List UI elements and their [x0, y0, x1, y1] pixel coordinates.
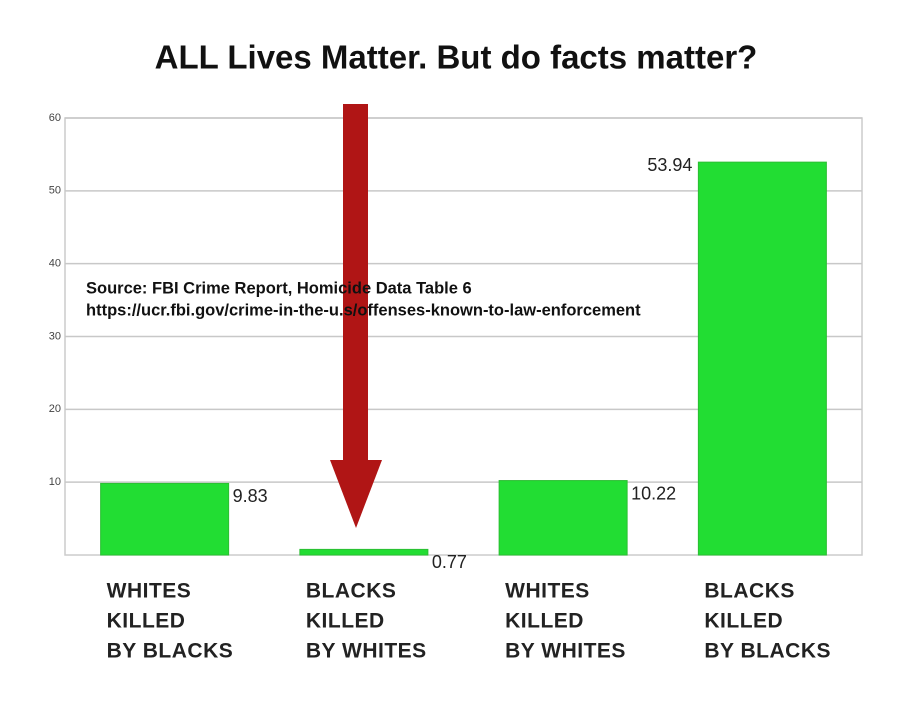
x-tick-label: BLACKS — [704, 580, 795, 603]
y-tick-label: 60 — [49, 112, 61, 124]
x-tick-label: KILLED — [107, 610, 186, 633]
plot-area: 10 20 30 40 50 60 WHITES KILLED BY BLACKS 9.83 BLA… — [49, 112, 863, 663]
y-tick-label: 20 — [49, 403, 61, 415]
annotation: https://ucr.fbi.gov/crime-in-the-u.s/off… — [86, 301, 641, 319]
arrow-shaft — [343, 104, 368, 464]
x-tick-label: BY BLACKS — [704, 640, 831, 663]
value-label: 9.83 — [233, 486, 268, 506]
bar — [697, 161, 827, 556]
value-label: 10.22 — [631, 483, 676, 503]
y-tick-label: 10 — [49, 476, 61, 488]
annotation: Source: FBI Crime Report, Homicide Data … — [86, 279, 472, 297]
chart-title: ALL Lives Matter. But do facts matter? — [155, 39, 758, 76]
x-tick-label: KILLED — [704, 610, 783, 633]
bar — [299, 548, 429, 556]
arrow-head — [330, 460, 382, 528]
bar — [100, 482, 230, 556]
y-tick-label: 50 — [49, 185, 61, 197]
value-label: 0.77 — [432, 552, 467, 572]
x-tick-label: WHITES — [505, 580, 590, 603]
y-tick-label: 30 — [49, 330, 61, 342]
x-tick-label: BY BLACKS — [107, 640, 234, 663]
x-tick-label: BY WHITES — [306, 640, 427, 663]
bar — [498, 480, 628, 556]
x-tick-label: KILLED — [306, 610, 385, 633]
red-arrow — [330, 104, 382, 528]
x-tick-label: WHITES — [107, 580, 192, 603]
y-tick-label: 40 — [49, 258, 61, 270]
x-tick-label: BY WHITES — [505, 640, 626, 663]
x-tick-label: KILLED — [505, 610, 584, 633]
x-tick-label: BLACKS — [306, 580, 397, 603]
value-label: 53.94 — [647, 155, 692, 175]
